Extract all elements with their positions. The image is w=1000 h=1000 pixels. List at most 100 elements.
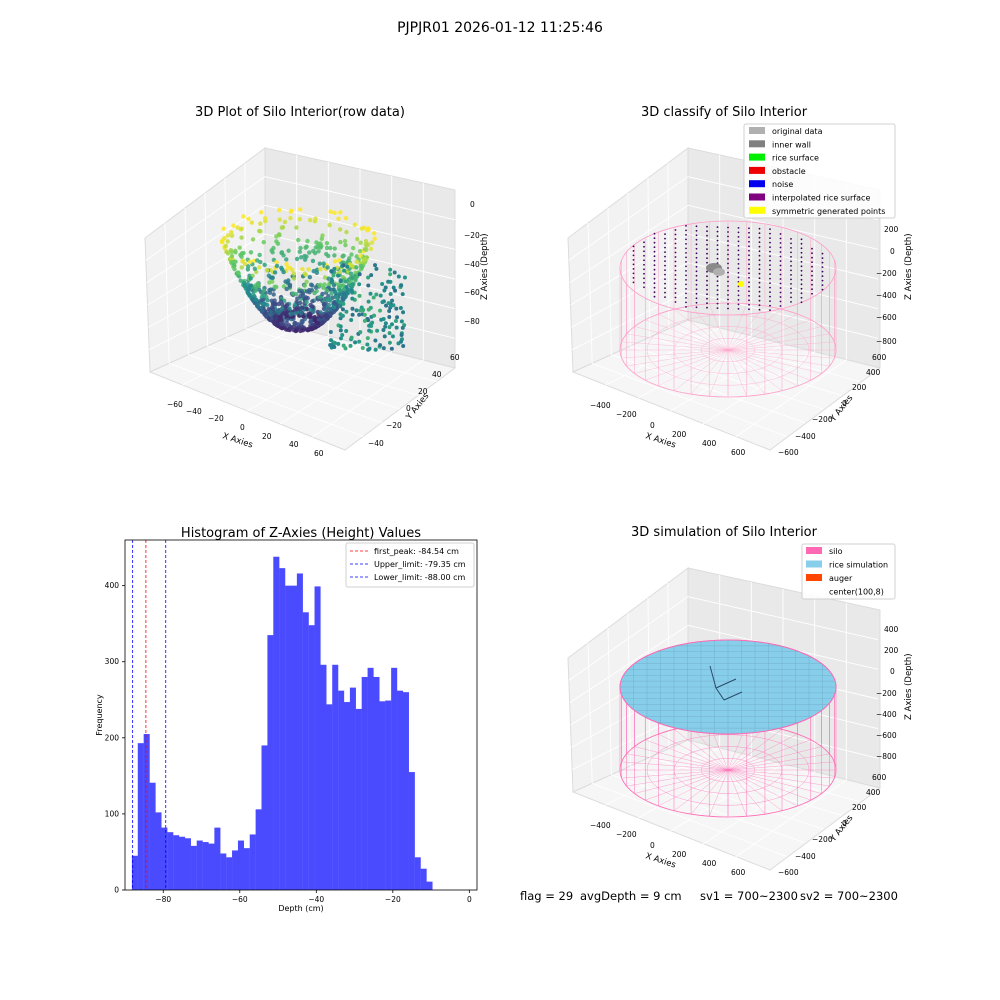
legend-swatch [806, 547, 822, 554]
raw-point [388, 291, 393, 296]
raw-point [368, 246, 374, 252]
classify-ztick: −800 [876, 337, 897, 346]
surface-dot [706, 225, 708, 228]
raw-point [354, 308, 359, 313]
raw-point [338, 210, 343, 215]
raw-point [292, 302, 298, 308]
classify-xtick: 400 [702, 439, 717, 448]
raw-point [258, 221, 263, 226]
raw-point [344, 328, 349, 333]
raw-point [276, 207, 282, 213]
surface-dot [790, 287, 792, 290]
histogram-bar [314, 586, 321, 890]
raw-point [312, 290, 317, 296]
raw-point [373, 347, 378, 352]
legend-label: symmetric generated points [772, 207, 885, 216]
raw-point [362, 318, 367, 323]
raw-x-ticks: −60 −40 −20 0 20 40 60 [167, 400, 324, 458]
raw-point [396, 274, 401, 279]
raw-point [300, 305, 305, 310]
histogram-bar [202, 842, 209, 890]
raw-point [229, 230, 234, 235]
surface-dot [716, 244, 719, 247]
histogram-reference-lines [132, 540, 167, 890]
surface-dot [800, 283, 803, 286]
surface-dot [716, 235, 719, 238]
surface-dot [695, 252, 698, 255]
raw-point [274, 263, 280, 269]
surface-dot [643, 272, 645, 275]
raw-point [252, 266, 258, 272]
raw-xtick: −60 [167, 400, 183, 409]
raw-point [395, 315, 400, 320]
raw-point [293, 328, 298, 334]
surface-dot [674, 242, 677, 245]
histogram-bar [344, 702, 351, 890]
raw-point [357, 272, 362, 277]
histogram-bar [237, 840, 244, 890]
raw-point [291, 276, 297, 281]
raw-point [318, 310, 323, 315]
histogram-ytick-label: 200 [105, 733, 120, 742]
raw-point [240, 259, 245, 264]
histogram-bar [149, 782, 156, 890]
raw-point [387, 315, 392, 320]
raw-point [258, 298, 264, 303]
raw-point [338, 300, 343, 305]
raw-point [348, 271, 354, 276]
surface-dot [685, 283, 687, 286]
raw-point [378, 293, 383, 298]
simulation-3d-plot[interactable]: 3D simulation of Silo Interior silo rice … [567, 525, 914, 877]
surface-dot [653, 241, 656, 244]
status-avg-depth: avgDepth = 9 cm [580, 889, 682, 903]
simulation-ztick: 0 [890, 667, 895, 676]
legend-swatch [749, 153, 765, 161]
raw-point [345, 264, 350, 269]
raw-point [329, 291, 334, 296]
surface-dot [653, 277, 656, 280]
surface-dot [779, 300, 782, 303]
surface-dot [706, 279, 708, 282]
raw-point [325, 265, 330, 270]
histogram-bar [338, 690, 345, 890]
surface-dot [643, 250, 645, 253]
raw-point [324, 245, 330, 251]
surface-dot [716, 307, 719, 309]
surface-dot [716, 230, 719, 233]
simulation-z-ticks: 400 200 0 −200 −400 −600 −800 [876, 625, 899, 761]
surface-dot [800, 238, 803, 241]
raw-point [358, 330, 363, 335]
raw-point [299, 318, 305, 324]
classify-3d-plot[interactable]: 3D classify of Silo Interior original da… [567, 105, 914, 457]
surface-dot [716, 284, 719, 287]
surface-dot [758, 272, 761, 275]
classify-ztick: 0 [890, 247, 895, 256]
surface-dot [653, 273, 656, 276]
surface-dot [727, 244, 729, 247]
simulation-y-ticks: −600 −400 −200 0 200 400 600 [778, 773, 887, 877]
raw-point [366, 283, 371, 288]
simulation-rice-mesh [620, 640, 836, 734]
histogram-y-label: Frequency [95, 694, 104, 736]
status-sv2: sv2 = 700~2300 [800, 889, 898, 903]
histogram-bar [349, 687, 356, 890]
raw-point [329, 338, 334, 343]
surface-dot [758, 290, 761, 293]
raw-3d-plot[interactable]: 3D Plot of Silo Interior(row data) −60 −… [144, 105, 490, 458]
surface-dot [758, 299, 761, 302]
surface-dot [758, 277, 761, 280]
raw-point [338, 328, 343, 333]
surface-dot [643, 259, 645, 262]
raw-point [316, 317, 322, 322]
raw-point [391, 285, 396, 290]
raw-point [307, 287, 312, 293]
histogram-chart[interactable]: Histogram of Z-Axies (Height) Values −80… [95, 526, 478, 913]
surface-dot [664, 255, 666, 258]
surface-dot [716, 298, 719, 300]
surface-dot [643, 281, 645, 284]
histogram-bar [173, 835, 180, 890]
legend-swatch [749, 193, 765, 201]
surface-dot [706, 230, 708, 233]
raw-point [278, 299, 284, 304]
raw-point [342, 238, 348, 244]
